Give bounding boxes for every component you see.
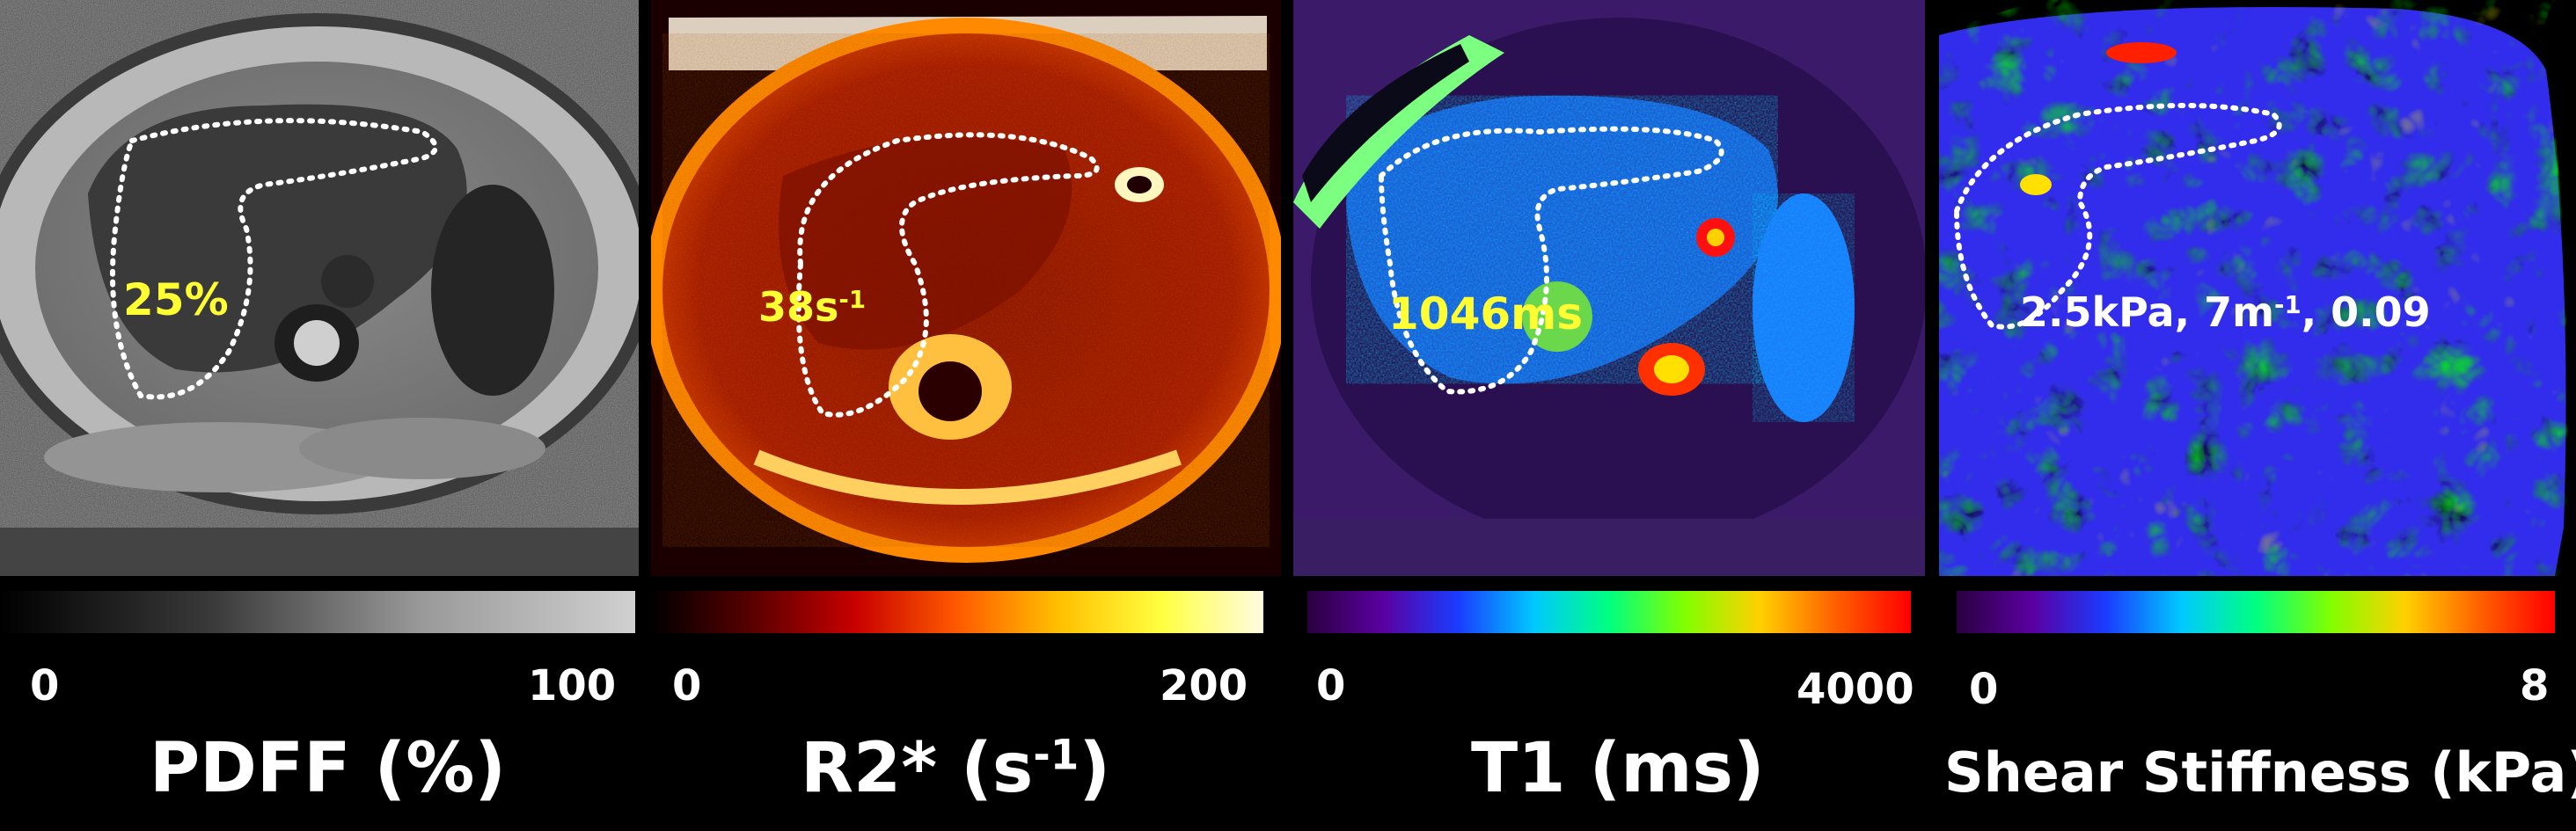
pdff-scale-min: 0 xyxy=(30,661,60,711)
pdff-scale-max: 100 xyxy=(528,661,617,711)
pdff-axis-label: PDFF (%) xyxy=(150,729,507,808)
stiffness-axis-label: Shear Stiffness (kPa) xyxy=(1944,740,2576,805)
r2star-measurement: 38s-1 xyxy=(758,283,867,331)
t1-colorbar xyxy=(1307,591,1911,633)
pdff-mri-image xyxy=(0,0,639,576)
r2star-scale-min: 0 xyxy=(672,661,702,711)
stiffness-mre-image xyxy=(1939,0,2576,576)
stiffness-scale-min: 0 xyxy=(1969,665,1999,714)
r2star-scale-max: 200 xyxy=(1160,661,1248,711)
r2star-mri-image xyxy=(651,0,1281,576)
pdff-measurement: 25% xyxy=(123,274,229,325)
t1-axis-label: T1 (ms) xyxy=(1471,729,1765,808)
r2star-colorbar xyxy=(651,591,1263,633)
t1-panel: 1046ms 0 4000 T1 (ms) xyxy=(1293,0,1925,831)
t1-measurement: 1046ms xyxy=(1388,288,1584,339)
r2star-axis-label: R2* (s-1) xyxy=(801,729,1110,808)
stiffness-measurement: 2.5kPa, 7m-1, 0.09 xyxy=(2020,288,2431,336)
r2star-panel: 38s-1 0 200 R2* (s-1) xyxy=(651,0,1281,831)
pdff-colorbar xyxy=(0,591,635,633)
stiffness-panel: 2.5kPa, 7m-1, 0.09 0 8 Shear Stiffness (… xyxy=(1939,0,2576,831)
stiffness-scale-max: 8 xyxy=(2520,661,2550,711)
pdff-panel: 25% 0 100 PDFF (%) xyxy=(0,0,639,831)
stiffness-colorbar xyxy=(1957,591,2555,633)
t1-scale-min: 0 xyxy=(1316,661,1346,711)
t1-mri-image xyxy=(1293,0,1925,576)
t1-scale-max: 4000 xyxy=(1797,665,1914,714)
